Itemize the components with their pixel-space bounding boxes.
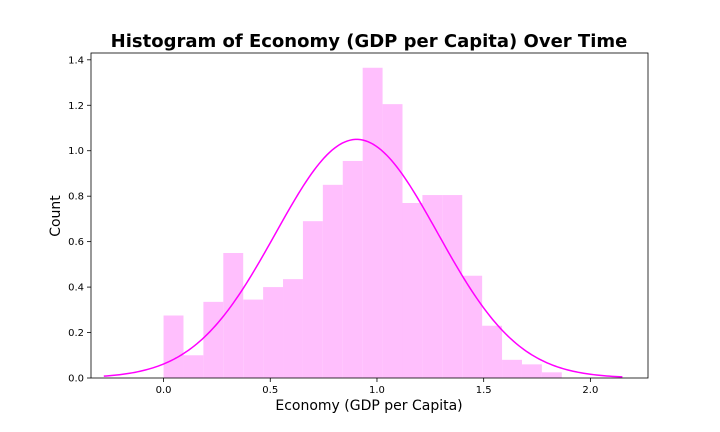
- histogram-bar: [243, 299, 264, 378]
- y-tick-label: 1.0: [68, 146, 84, 157]
- histogram-bar: [322, 184, 343, 378]
- histogram-bar: [402, 203, 423, 378]
- y-axis-label: Count: [48, 195, 64, 237]
- histogram-bar: [521, 364, 542, 378]
- histogram-bar: [203, 301, 224, 378]
- y-tick-label: 0.4: [68, 283, 84, 294]
- plot-frame: [90, 52, 649, 379]
- x-axis-label: Economy (GDP per Capita): [275, 398, 462, 414]
- histogram-bar: [541, 372, 562, 378]
- histogram-bar: [482, 325, 503, 378]
- x-axis-ticks: 0.0 0.5 1.0 1.5 2.0: [156, 378, 598, 396]
- normal-fit-curve-layer: [103, 138, 623, 378]
- y-tick-label: 1.2: [68, 101, 84, 112]
- y-tick-label: 0.2: [68, 328, 84, 339]
- histogram-bar: [283, 279, 303, 378]
- histogram-bars: [163, 67, 562, 379]
- normal-fit-curve: [103, 138, 623, 378]
- histogram-bar: [422, 195, 443, 378]
- histogram-bar: [183, 355, 204, 378]
- histogram-bar: [502, 359, 522, 378]
- y-tick-label: 0.6: [68, 237, 84, 248]
- histogram-bar: [462, 275, 483, 378]
- chart-title: Histogram of Economy (GDP per Capita) Ov…: [111, 31, 628, 52]
- histogram-bar: [223, 253, 244, 378]
- histogram-bar: [442, 195, 463, 378]
- y-tick-label: 0.8: [68, 192, 84, 203]
- y-tick-label: 0.0: [68, 374, 84, 385]
- histogram-bar: [362, 67, 383, 378]
- x-tick-label: 0.0: [156, 385, 172, 396]
- x-tick-label: 2.0: [582, 385, 598, 396]
- x-tick-label: 1.5: [476, 385, 492, 396]
- y-axis-ticks: 0.0 0.2 0.4 0.6 0.8 1.0 1.2 1.4: [68, 55, 91, 385]
- histogram-bar: [302, 221, 323, 378]
- histogram-bar: [342, 160, 363, 378]
- x-tick-label: 0.5: [262, 385, 278, 396]
- histogram-bar: [382, 104, 403, 379]
- histogram-bar: [163, 315, 184, 378]
- x-tick-label: 1.0: [369, 385, 385, 396]
- histogram-bar: [263, 287, 284, 378]
- y-tick-label: 1.4: [68, 55, 84, 66]
